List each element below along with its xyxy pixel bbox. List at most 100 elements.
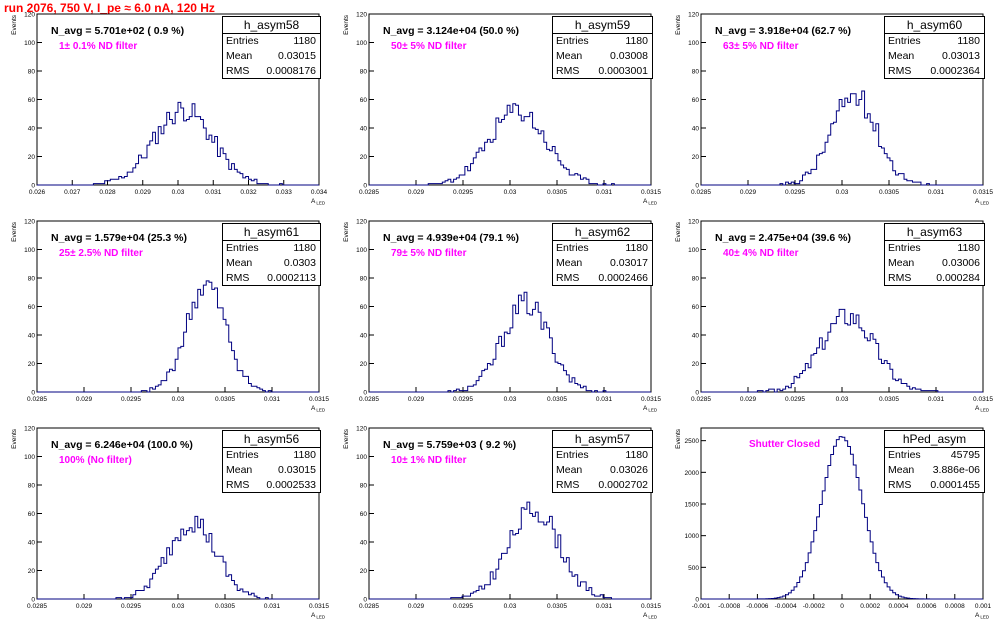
x-axis-title: ALED (643, 612, 658, 620)
x-axis-symbol: A (643, 612, 648, 619)
histogram-series (701, 308, 983, 393)
x-tick-label: 0.0315 (309, 396, 329, 403)
x-tick-label: 0.029 (740, 396, 757, 403)
y-tick-label: 40 (28, 540, 36, 547)
x-tick-label: 0.0285 (27, 603, 47, 610)
x-tick-label: 0.0315 (641, 603, 661, 610)
stats-label: Mean (226, 257, 253, 269)
stats-label: Entries (888, 35, 921, 47)
stats-row: Entries 1180 (226, 34, 316, 48)
stats-value-mean: 0.03026 (610, 464, 648, 476)
stats-value-entries: 1180 (625, 242, 648, 254)
stats-box: h_asym63 Entries 1180 Mean 0.03006 RMS 0.00028… (884, 223, 985, 286)
histogram-plot: 0.0285 0.029 0.0295 0.03 0.0305 0.031 0.0315 0 2… (343, 12, 661, 206)
histogram-plot: 0.0285 0.029 0.0295 0.03 0.0305 0.031 0.0315 0 2… (11, 219, 329, 413)
y-tick-label: 100 (356, 40, 367, 47)
x-tick-label: 0.031 (596, 396, 613, 403)
stats-box: h_asym62 Entries 1180 Mean 0.03017 RMS 0.00024… (552, 223, 653, 286)
y-tick-label: 20 (360, 154, 368, 161)
stats-row: Mean 0.03026 (556, 463, 648, 477)
y-tick-label: 80 (360, 483, 368, 490)
y-axis-title: Events (675, 221, 682, 242)
x-axis-title: ALED (975, 198, 990, 206)
histogram-series (37, 101, 319, 186)
histogram-panel: 0.0285 0.029 0.0295 0.03 0.0305 0.031 0.0315 0 2… (332, 0, 664, 207)
y-axis-title: Events (11, 14, 18, 35)
x-tick-label: 0.0305 (215, 603, 235, 610)
stats-value-rms: 0.0002702 (598, 479, 648, 491)
stats-value-entries: 1180 (293, 449, 316, 461)
x-tick-label: 0.029 (408, 189, 425, 196)
x-axis-subscript: LED (316, 201, 326, 206)
stats-label: Entries (226, 449, 259, 461)
stats-value-rms: 0.0008176 (266, 65, 316, 77)
y-tick-label: 120 (356, 12, 367, 19)
histogram-panel: 0.0285 0.029 0.0295 0.03 0.0305 0.031 0.0315 0 2… (332, 207, 664, 414)
y-tick-label: 120 (356, 219, 367, 226)
stats-value-rms: 0.0002113 (267, 272, 316, 284)
y-tick-label: 120 (356, 426, 367, 433)
y-tick-label: 40 (360, 126, 368, 133)
x-axis-symbol: A (643, 405, 648, 412)
stats-row: RMS 0.0002533 (226, 478, 316, 492)
y-tick-label: 120 (688, 219, 699, 226)
stats-value-mean: 0.03013 (942, 50, 980, 62)
stats-label: Mean (888, 257, 915, 269)
histogram-name: h_asym56 (223, 431, 320, 448)
x-tick-label: 0.029 (408, 603, 425, 610)
x-axis-symbol: A (975, 405, 980, 412)
y-tick-label: 0 (695, 183, 699, 190)
y-tick-label: 0 (363, 390, 367, 397)
y-tick-label: 100 (688, 40, 699, 47)
x-tick-label: 0.0295 (453, 603, 473, 610)
histogram-name: h_asym63 (885, 224, 984, 241)
x-tick-label: 0.03 (504, 603, 517, 610)
stats-value-rms: 0.0002466 (598, 272, 648, 284)
y-tick-label: 100 (356, 247, 367, 254)
y-axis-title: Events (675, 428, 682, 449)
stats-value-entries: 45795 (950, 449, 980, 461)
stats-value-entries: 1180 (625, 449, 648, 461)
histogram-plot: 0.0285 0.029 0.0295 0.03 0.0305 0.031 0.0315 0 2… (11, 426, 329, 620)
y-tick-label: 100 (356, 454, 367, 461)
histogram-name: h_asym57 (553, 431, 652, 448)
y-axis-title: Events (343, 428, 350, 449)
stats-box: h_asym59 Entries 1180 Mean 0.03008 RMS 0.00030… (552, 16, 653, 79)
x-tick-label: 0.029 (408, 396, 425, 403)
stats-label: Entries (556, 242, 589, 254)
navg-label: N_avg = 1.579e+04 (25.3 %) (51, 232, 188, 244)
y-tick-label: 60 (360, 304, 368, 311)
y-tick-label: 40 (360, 540, 368, 547)
stats-box: h_asym56 Entries 1180 Mean 0.03015 RMS 0.00025… (222, 430, 321, 493)
x-tick-label: 0.0285 (27, 396, 47, 403)
stats-label: RMS (888, 272, 912, 284)
x-tick-label: 0.026 (29, 189, 46, 196)
histogram-series (37, 280, 319, 393)
y-tick-label: 2500 (685, 438, 700, 445)
histogram-panel: 0.0285 0.029 0.0295 0.03 0.0305 0.031 0.0315 0 2… (664, 0, 996, 207)
y-tick-label: 80 (692, 69, 700, 76)
stats-value-mean: 0.0303 (283, 257, 316, 269)
x-tick-label: 0.0295 (121, 396, 141, 403)
y-tick-label: 20 (28, 361, 36, 368)
y-tick-label: 60 (28, 97, 36, 104)
histogram-name: h_asym60 (885, 17, 984, 34)
stats-row: Mean 0.0303 (226, 256, 316, 270)
x-tick-label: 0.001 (975, 603, 992, 610)
filter-label: 79± 5% ND filter (391, 248, 467, 259)
y-tick-label: 80 (360, 69, 368, 76)
x-axis-subscript: LED (648, 408, 658, 413)
y-tick-label: 20 (360, 361, 368, 368)
histogram-plot: 0.0285 0.029 0.0295 0.03 0.0305 0.031 0.0315 0 2… (675, 12, 993, 206)
y-tick-label: 120 (24, 12, 35, 19)
x-axis-title: ALED (643, 405, 658, 413)
x-tick-label: 0.0295 (785, 396, 805, 403)
y-tick-label: 60 (360, 511, 368, 518)
y-tick-label: 60 (692, 97, 700, 104)
histogram-panel: 0.0285 0.029 0.0295 0.03 0.0305 0.031 0.0315 0 2… (664, 207, 996, 414)
filter-label: 25± 2.5% ND filter (59, 248, 143, 259)
filter-label: Shutter Closed (749, 439, 821, 450)
stats-value-rms: 0.0002533 (266, 479, 316, 491)
x-axis-subscript: LED (648, 615, 658, 620)
x-tick-label: 0.031 (205, 189, 222, 196)
